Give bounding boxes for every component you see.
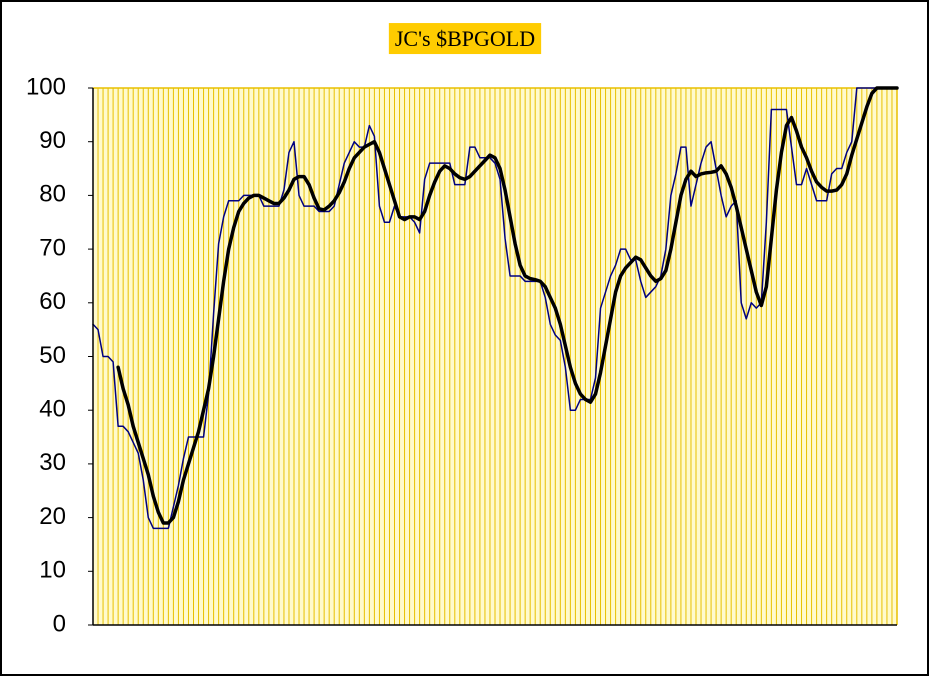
y-tick-label: 90 <box>39 127 66 154</box>
title-box <box>388 23 542 55</box>
y-tick-label: 70 <box>39 234 66 261</box>
series-line <box>92 87 898 530</box>
y-tick-label: 60 <box>39 288 66 315</box>
chart-title: JC's $BPGOLD <box>395 26 535 51</box>
y-tick-label: 0 <box>53 610 66 637</box>
y-tick-label: 100 <box>26 73 66 100</box>
y-tick-label: 40 <box>39 396 66 423</box>
y-tick-label: 50 <box>39 342 66 369</box>
y-tick-label: 10 <box>39 557 66 584</box>
y-tick-label: 30 <box>39 449 66 476</box>
series-line <box>116 86 899 525</box>
plot-area: 0 10 20 30 40 50 60 70 80 90 100 <box>26 73 899 637</box>
y-tick-label: 20 <box>39 503 66 530</box>
y-tick-label: 80 <box>39 181 66 208</box>
